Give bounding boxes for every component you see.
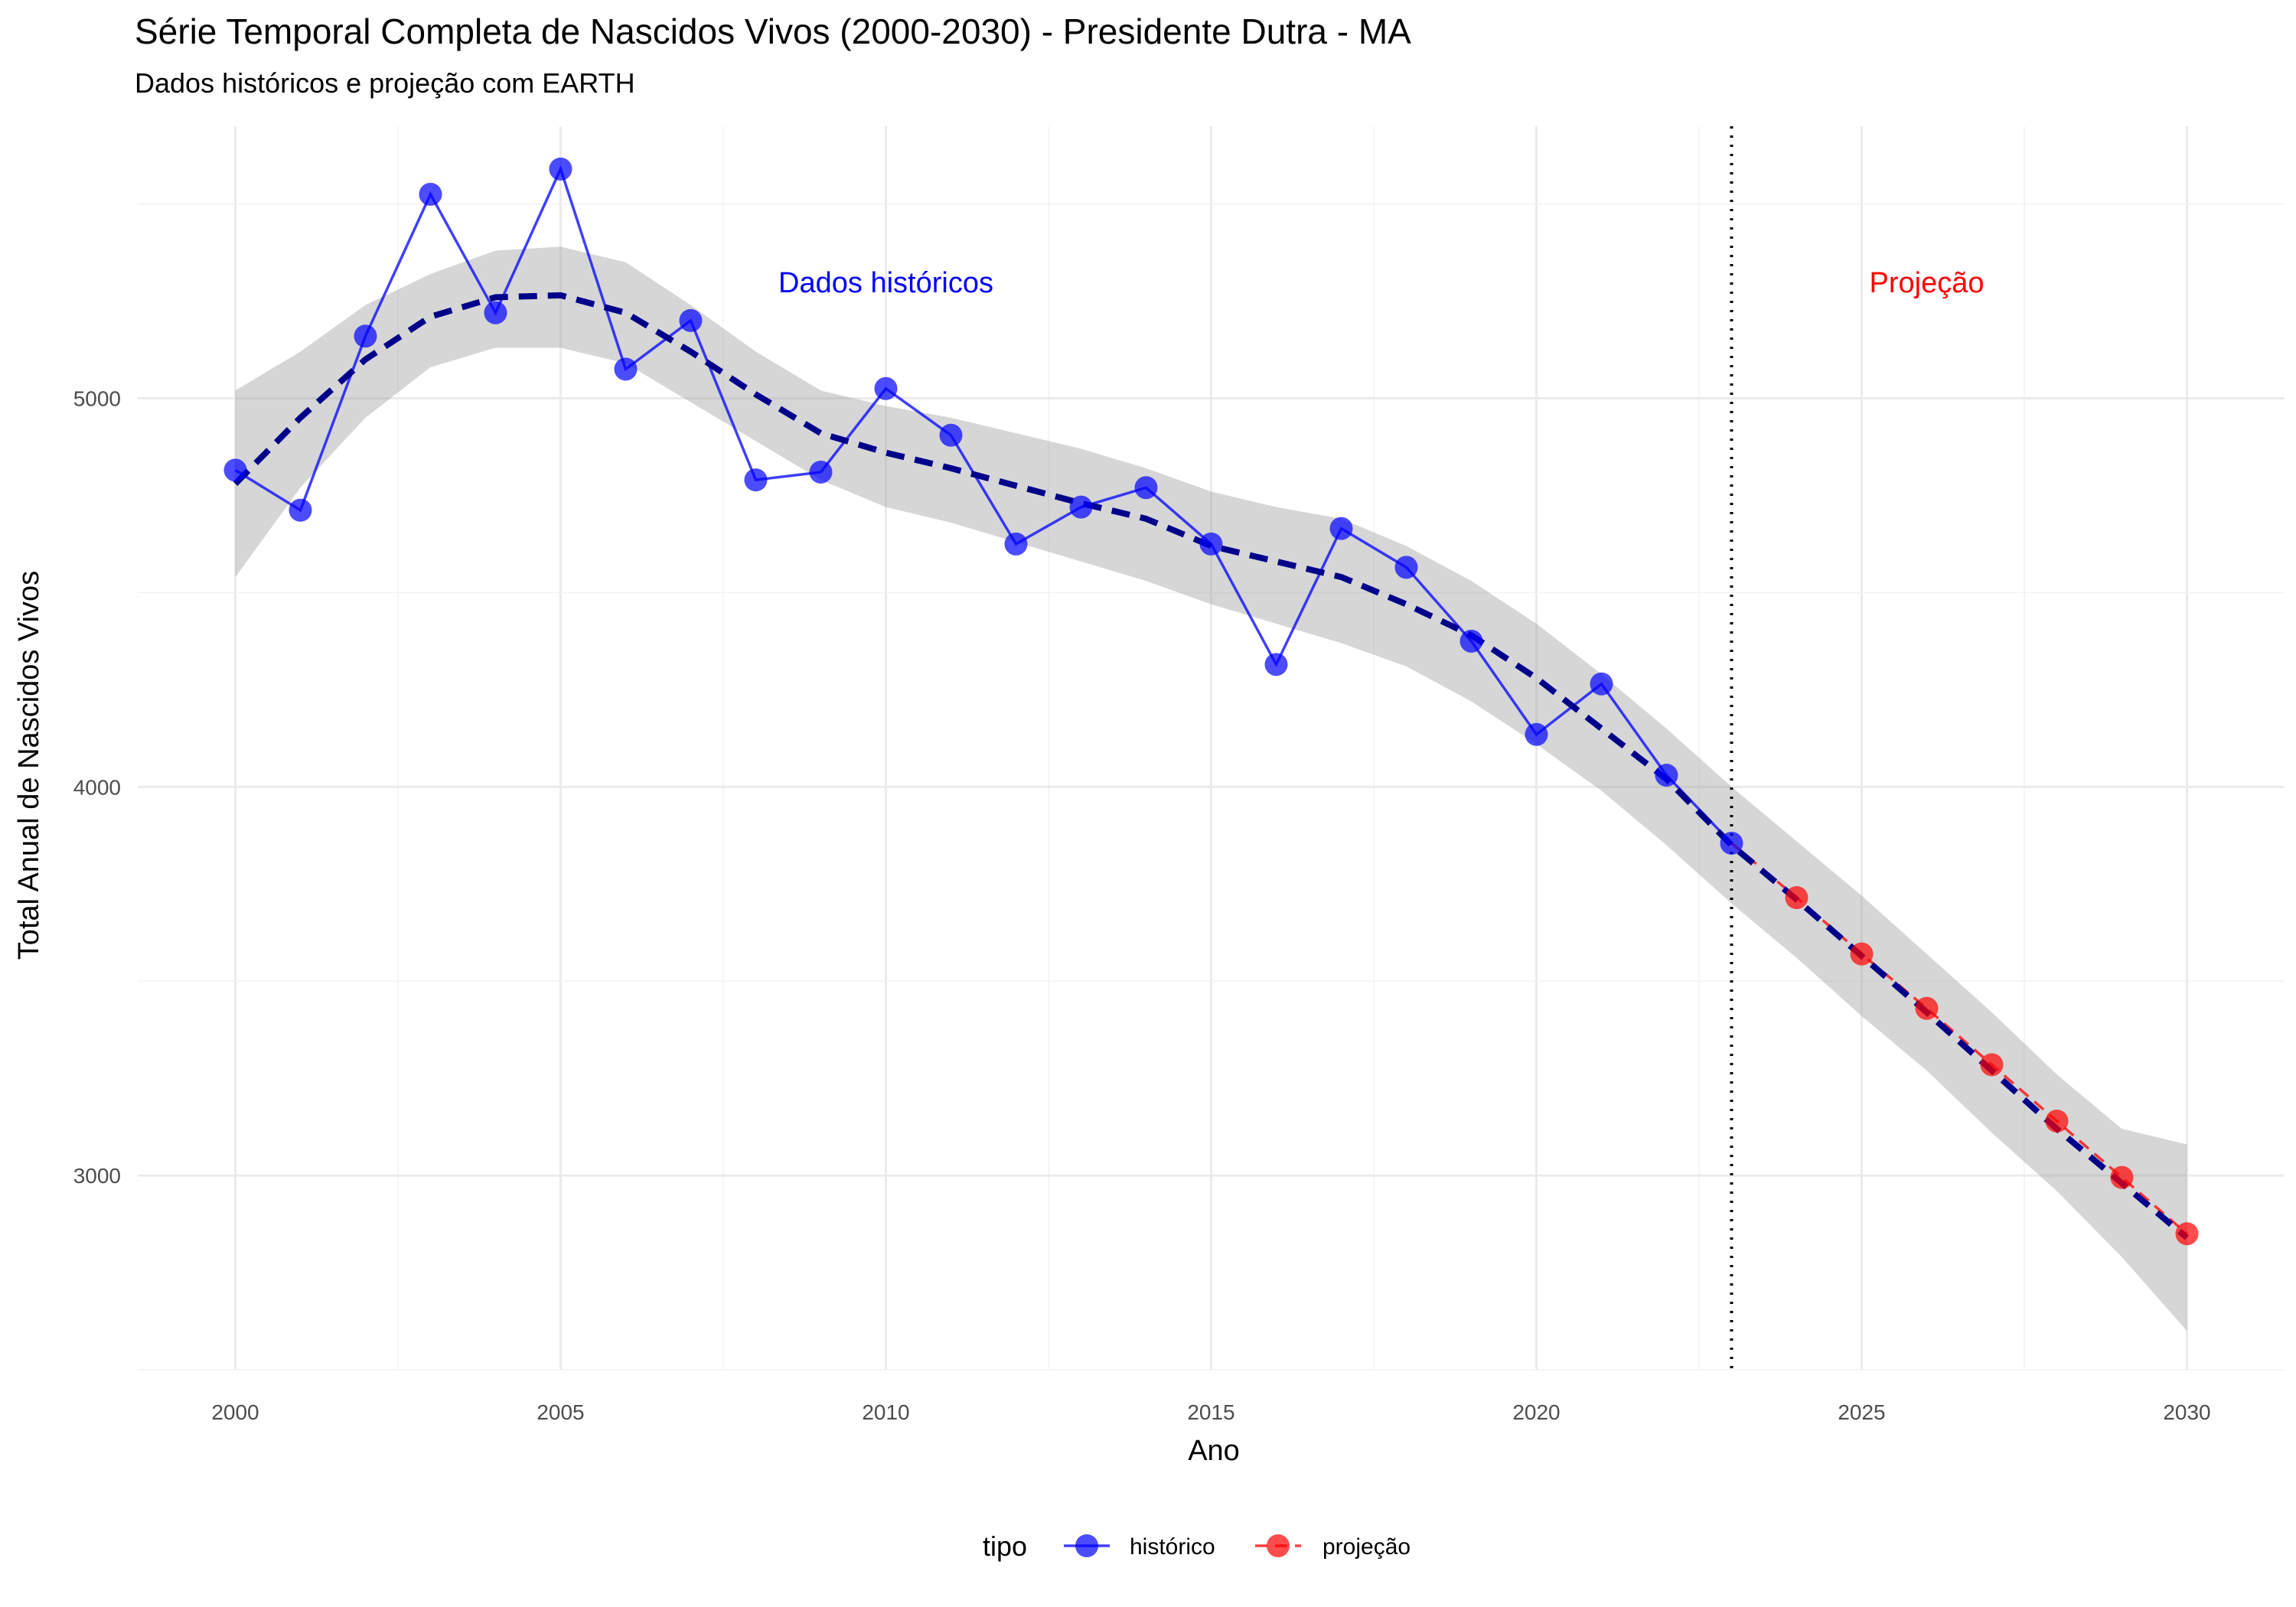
data-point-historico <box>1590 672 1613 696</box>
chart-title: Série Temporal Completa de Nascidos Vivo… <box>135 11 1411 51</box>
series-line-projecao <box>1730 842 2188 1235</box>
annotation-historico: Dados históricos <box>778 267 993 299</box>
data-point-historico <box>744 468 768 492</box>
legend-item-projecao[interactable]: projeção <box>1255 1534 1411 1560</box>
y-tick-label: 3000 <box>73 1164 121 1188</box>
x-tick-label: 2005 <box>536 1400 584 1424</box>
data-point-projecao <box>1850 942 1874 966</box>
points-historico <box>223 157 1743 855</box>
legend-key-point-historico <box>1075 1534 1098 1557</box>
data-point-projecao <box>2045 1110 2069 1133</box>
data-point-historico <box>679 308 703 332</box>
data-point-historico <box>289 498 312 522</box>
chart-subtitle: Dados históricos e projeção com EARTH <box>135 67 635 99</box>
data-point-historico <box>809 460 833 484</box>
y-axis-label: Total Anual de Nascidos Vivos <box>13 571 45 960</box>
data-point-historico <box>223 458 247 482</box>
y-axis-ticks: 3000 4000 5000 <box>73 386 121 1188</box>
data-point-historico <box>1199 532 1223 556</box>
x-tick-label: 2015 <box>1187 1400 1234 1424</box>
x-tick-label: 2030 <box>2163 1400 2210 1424</box>
grid-lines <box>138 126 2285 1371</box>
data-point-projecao <box>2175 1222 2199 1246</box>
x-tick-label: 2025 <box>1838 1400 1885 1424</box>
legend: tipo histórico projeção <box>983 1530 1411 1562</box>
data-point-historico <box>939 423 963 447</box>
legend-item-historico[interactable]: histórico <box>1064 1534 1215 1560</box>
data-point-historico <box>1655 764 1678 787</box>
legend-key-point-projecao <box>1267 1534 1290 1557</box>
data-point-historico <box>1525 722 1548 746</box>
legend-label-historico: histórico <box>1130 1534 1215 1560</box>
data-point-historico <box>1069 495 1093 519</box>
data-point-historico <box>614 357 638 381</box>
x-tick-label: 2010 <box>862 1400 909 1424</box>
data-point-historico <box>1134 476 1158 500</box>
y-tick-label: 5000 <box>73 386 121 410</box>
data-point-projecao <box>1915 996 1939 1020</box>
data-point-historico <box>484 301 507 324</box>
data-point-historico <box>419 182 442 206</box>
data-point-projecao <box>1980 1053 2004 1077</box>
data-point-historico <box>1459 629 1483 653</box>
data-point-historico <box>1720 831 1743 855</box>
confidence-ribbon <box>235 246 2187 1332</box>
data-point-historico <box>1264 653 1288 676</box>
points-projecao <box>1785 886 2199 1246</box>
data-point-projecao <box>2110 1165 2134 1189</box>
x-axis-ticks: 2000 2005 2010 2015 2020 2025 2030 <box>211 1400 2210 1424</box>
x-axis-label: Ano <box>1188 1435 1240 1467</box>
x-tick-label: 2000 <box>211 1400 259 1424</box>
data-point-historico <box>549 157 572 181</box>
legend-title: tipo <box>983 1530 1027 1562</box>
y-tick-label: 4000 <box>73 775 121 799</box>
data-point-historico <box>1394 556 1418 579</box>
series-line-historico <box>234 165 1733 845</box>
data-point-historico <box>1004 532 1028 556</box>
legend-label-projecao: projeção <box>1322 1534 1411 1560</box>
x-tick-label: 2020 <box>1512 1400 1560 1424</box>
data-point-historico <box>354 324 377 348</box>
data-point-projecao <box>1785 886 1808 910</box>
data-point-historico <box>874 376 898 400</box>
annotation-projecao: Projeção <box>1870 267 1985 299</box>
data-point-historico <box>1329 517 1353 540</box>
